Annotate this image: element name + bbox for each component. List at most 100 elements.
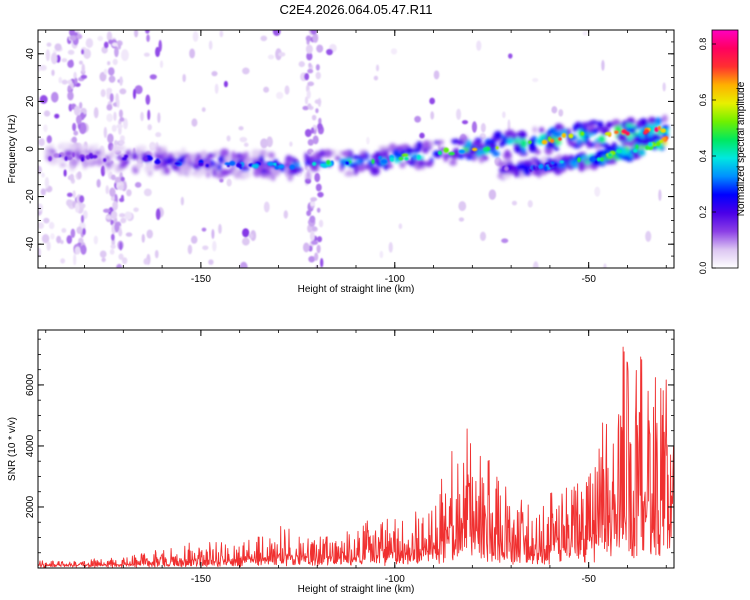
- heatmap-blob: [103, 41, 109, 49]
- heatmap-blob: [244, 156, 252, 164]
- spectrogram-heatmap: [38, 30, 670, 268]
- heatmap-blob: [219, 30, 224, 38]
- heatmap-blob: [191, 118, 198, 127]
- snr-y-tick-label: 4000: [25, 434, 36, 457]
- heatmap-blob: [119, 241, 123, 251]
- heatmap-blob: [306, 89, 311, 99]
- heatmap-core: [589, 156, 597, 162]
- heatmap-blob: [260, 138, 268, 149]
- heatmap-core: [345, 161, 350, 165]
- heatmap-blob: [452, 139, 458, 145]
- heatmap-blob: [387, 164, 393, 169]
- heatmap-blob: [78, 122, 87, 135]
- heatmap-blob: [109, 93, 114, 103]
- heatmap-blob: [116, 98, 120, 108]
- heatmap-blob: [192, 31, 199, 42]
- snr-y-tick-label: 6000: [25, 373, 36, 396]
- heatmap-blob: [640, 137, 651, 147]
- heatmap-blob: [645, 230, 652, 242]
- heatmap-blob: [60, 239, 64, 245]
- heatmap-blob: [82, 227, 86, 236]
- heatmap-blob: [316, 44, 324, 53]
- heatmap-blob: [38, 247, 42, 258]
- heatmap-blob: [471, 121, 477, 133]
- heatmap-blob: [344, 171, 355, 177]
- snr-x-tick-label: -100: [385, 574, 405, 585]
- heatmap-blob: [177, 169, 184, 176]
- snr-plot-area: [38, 330, 674, 568]
- heatmap-blob: [359, 153, 368, 158]
- heatmap-core: [404, 156, 409, 161]
- heatmap-blob: [61, 58, 68, 63]
- heatmap-blob: [79, 195, 85, 203]
- heatmap-blob: [99, 71, 107, 82]
- heatmap-blob: [113, 111, 117, 122]
- heatmap-blob: [501, 137, 509, 146]
- heatmap-blob: [194, 171, 203, 178]
- heatmap-blob: [46, 241, 51, 251]
- heatmap-core: [568, 133, 574, 139]
- heatmap-blob: [307, 68, 314, 74]
- heatmap-blob: [553, 146, 559, 151]
- heatmap-blob: [58, 76, 63, 84]
- heatmap-blob: [374, 151, 380, 159]
- heatmap-blob: [157, 112, 161, 124]
- heatmap-blob: [458, 217, 465, 222]
- heatmap-blob: [212, 240, 217, 252]
- heatmap-blob: [38, 165, 42, 175]
- heatmap-blob: [214, 83, 219, 94]
- heatmap-core: [267, 161, 274, 166]
- heatmap-core: [174, 161, 181, 166]
- heatmap-blob: [41, 233, 50, 244]
- heatmap-blob: [124, 211, 133, 220]
- heatmap-blob: [551, 106, 558, 114]
- heatmap-blob: [133, 207, 139, 213]
- heatmap-blob: [378, 145, 389, 150]
- heatmap-blob: [405, 159, 411, 164]
- heatmap-core: [580, 131, 585, 136]
- heatmap-blob: [419, 132, 425, 139]
- heatmap-blob: [93, 143, 99, 151]
- heatmap-blob: [508, 53, 513, 59]
- heatmap-blob: [80, 214, 85, 224]
- snr-x-tick-label: -50: [581, 574, 596, 585]
- colorbar-tick-label: 0.4: [698, 150, 708, 163]
- heatmap-blob: [70, 228, 76, 238]
- colorbar: 0.0 0.2 0.4 0.6 0.8 Normalized spectral ampl…: [698, 29, 747, 274]
- heatmap-blob: [552, 130, 562, 139]
- heatmap-core: [371, 158, 375, 165]
- heatmap-blob: [106, 31, 113, 42]
- heatmap-blob: [226, 178, 232, 187]
- heatmap-blob: [118, 253, 124, 260]
- heatmap-blob: [121, 49, 129, 62]
- heatmap-blob: [135, 162, 143, 170]
- heatmap-blob: [640, 148, 645, 154]
- heatmap-blob: [111, 42, 118, 47]
- heatmap-blob: [603, 263, 607, 268]
- snr-series-line: [38, 346, 674, 568]
- heatmap-blob: [45, 49, 50, 62]
- heatmap-blob: [80, 74, 88, 79]
- heatmap-core: [495, 146, 499, 150]
- heatmap-core: [229, 161, 236, 166]
- heatmap-blob: [201, 107, 206, 112]
- heatmap-core: [311, 161, 317, 166]
- heatmap-blob: [388, 242, 393, 253]
- heatmap-blob: [314, 99, 322, 105]
- heatmap-core: [88, 152, 94, 158]
- heatmap-blob: [38, 222, 45, 229]
- heatmap-blob: [658, 189, 662, 202]
- heatmap-blob: [433, 70, 440, 80]
- heatmap-blob: [248, 233, 254, 239]
- heatmap-blob: [140, 111, 144, 122]
- heatmap-blob: [305, 44, 313, 54]
- heatmap-blob: [286, 174, 294, 180]
- heatmap-blob: [567, 140, 574, 146]
- colorbar-tick-label: 0.2: [698, 206, 708, 219]
- heatmap-core: [380, 159, 388, 164]
- heatmap-blob: [82, 210, 88, 220]
- heatmap-blob: [99, 250, 107, 258]
- heatmap-blob: [147, 124, 152, 131]
- heatmap-blob: [119, 117, 125, 122]
- heatmap-core: [205, 163, 209, 168]
